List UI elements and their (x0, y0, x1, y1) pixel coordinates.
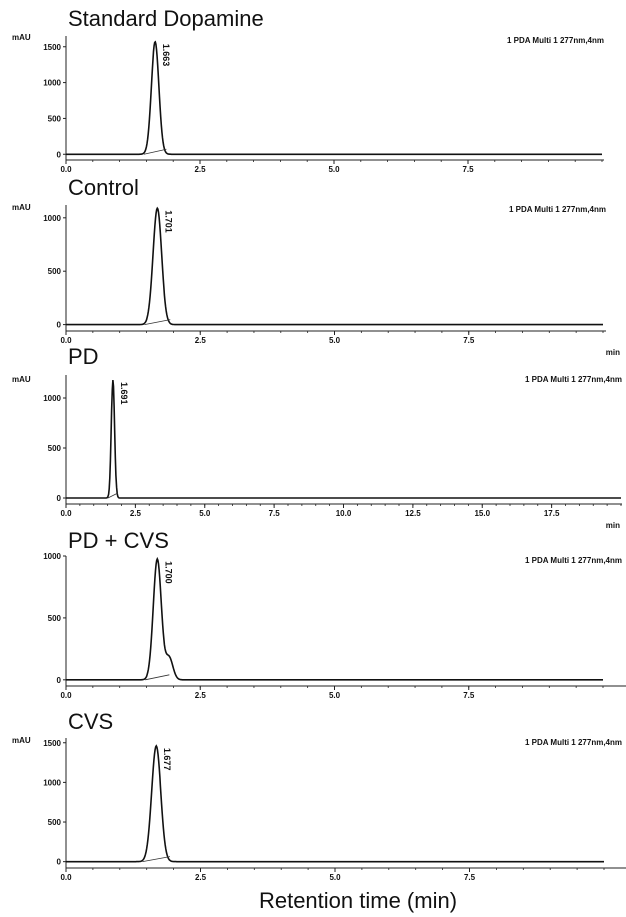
y-tick-label: 0 (57, 494, 62, 503)
y-tick-label: 500 (48, 614, 62, 623)
integration-baseline (142, 856, 171, 863)
x-unit-label: min (606, 348, 620, 357)
panel-title: Control (68, 175, 139, 200)
x-tick-label: 2.5 (194, 165, 206, 174)
x-tick-label: 5.0 (329, 336, 341, 345)
x-tick-label: 7.5 (463, 691, 475, 700)
peak-rt-label: 1.701 (163, 210, 173, 233)
y-tick-label: 0 (57, 321, 62, 330)
y-tick-label: 0 (57, 150, 62, 159)
detector-label: 1 PDA Multi 1 277nm,4nm (525, 556, 622, 565)
x-tick-label: 10.0 (336, 509, 352, 518)
x-tick-label: 2.5 (195, 873, 207, 882)
y-unit-label: mAU (12, 736, 31, 745)
detector-label: 1 PDA Multi 1 277nm,4nm (525, 375, 622, 384)
chromatogram-trace (66, 744, 604, 863)
y-tick-label: 500 (48, 114, 62, 123)
y-tick-label: 1000 (43, 214, 61, 223)
chromatogram-trace (66, 556, 603, 681)
x-tick-label: 5.0 (199, 509, 211, 518)
detector-label: 1 PDA Multi 1 277nm,4nm (507, 36, 604, 45)
x-tick-label: 2.5 (130, 509, 142, 518)
x-tick-label: 12.5 (405, 509, 421, 518)
y-unit-label: mAU (12, 203, 31, 212)
x-tick-label: 0.0 (60, 873, 72, 882)
panel-title: CVS (68, 709, 113, 734)
integration-baseline (145, 674, 170, 681)
panels: Standard Dopamine mAU 1 PDA Multi 1 277nm,… (12, 6, 626, 882)
peak-rt-label: 1.677 (162, 748, 172, 771)
y-tick-label: 1000 (43, 394, 61, 403)
y-tick-label: 0 (57, 858, 62, 867)
x-tick-label: 7.5 (464, 873, 476, 882)
x-tick-label: 5.0 (329, 873, 341, 882)
x-tick-label: 0.0 (60, 165, 72, 174)
x-tick-label: 2.5 (195, 336, 207, 345)
y-tick-label: 500 (48, 818, 62, 827)
panel-title: PD + CVS (68, 528, 169, 553)
chromatogram-panel: Standard Dopamine mAU 1 PDA Multi 1 277nm,… (12, 6, 604, 174)
x-tick-label: 0.0 (60, 691, 72, 700)
x-tick-label: 7.5 (269, 509, 281, 518)
chromatogram-panel: PD mAU 1 PDA Multi 1 277nm,4nm 0 500 1000 0.0 2… (12, 344, 622, 530)
x-unit-label: min (606, 521, 620, 530)
x-tick-label: 0.0 (60, 509, 72, 518)
y-unit-label: mAU (12, 33, 31, 42)
x-tick-label: 17.5 (544, 509, 560, 518)
x-tick-label: 2.5 (195, 691, 207, 700)
chromatogram-trace (66, 380, 621, 499)
chromatogram-trace (66, 40, 602, 156)
y-unit-label: mAU (12, 375, 31, 384)
peak-rt-label: 1.700 (163, 561, 173, 584)
y-tick-label: 1000 (43, 79, 61, 88)
integration-baseline (143, 148, 167, 155)
panel-title: PD (68, 344, 99, 369)
x-tick-label: 5.0 (328, 165, 340, 174)
x-tick-label: 15.0 (474, 509, 490, 518)
chromatogram-panel: Control mAU 1 PDA Multi 1 277nm,4nm 0 500 100… (12, 175, 620, 357)
y-tick-label: 1000 (43, 778, 61, 787)
chromatogram-trace (66, 206, 603, 326)
x-tick-label: 0.0 (60, 336, 72, 345)
panel-title: Standard Dopamine (68, 6, 264, 31)
detector-label: 1 PDA Multi 1 277nm,4nm (509, 205, 606, 214)
chromatogram-panel: CVS mAU 1 PDA Multi 1 277nm,4nm 0 500 1000 150… (12, 709, 626, 882)
peak-rt-label: 1.663 (161, 44, 171, 67)
integration-baseline (144, 319, 171, 325)
y-tick-label: 0 (57, 676, 62, 685)
peak-rt-label: 1.691 (119, 382, 129, 405)
y-tick-label: 1500 (43, 739, 61, 748)
detector-label: 1 PDA Multi 1 277nm,4nm (525, 738, 622, 747)
y-tick-label: 1000 (43, 552, 61, 561)
x-tick-label: 7.5 (462, 165, 474, 174)
y-tick-label: 500 (48, 444, 62, 453)
chromatogram-panel: PD + CVS 1 PDA Multi 1 277nm,4nm 0 500 1000 0… (43, 528, 626, 700)
x-tick-label: 5.0 (329, 691, 341, 700)
integration-baseline (107, 492, 119, 499)
x-axis-title: Retention time (min) (259, 888, 457, 913)
x-tick-label: 7.5 (463, 336, 475, 345)
y-tick-label: 1500 (43, 43, 61, 52)
y-tick-label: 500 (48, 267, 62, 276)
